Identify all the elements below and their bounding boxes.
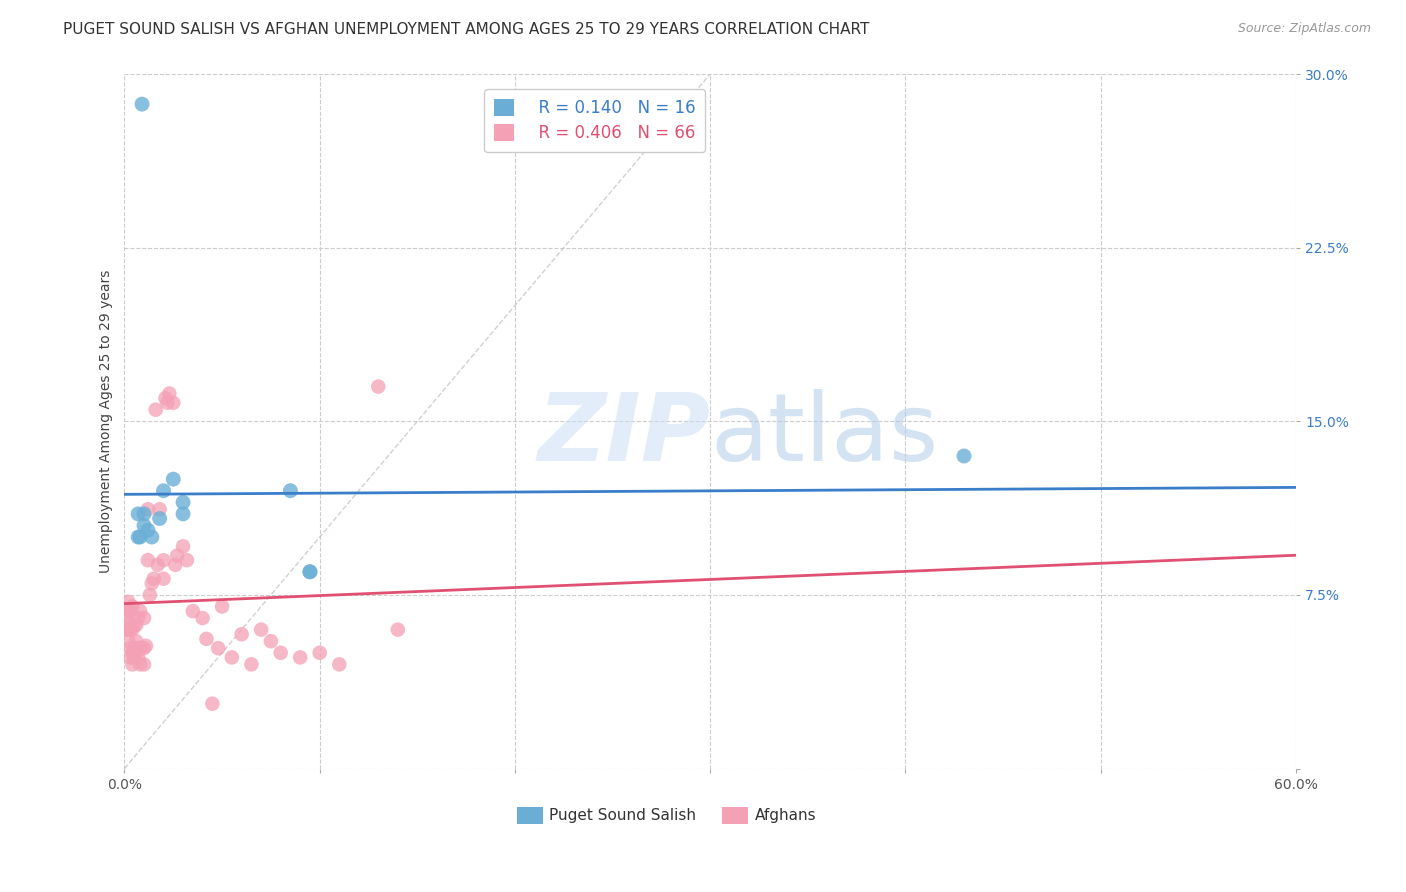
Point — [149, 502, 172, 516]
Point — [166, 549, 188, 563]
Point — [157, 386, 180, 401]
Point — [135, 639, 157, 653]
Point — [129, 641, 152, 656]
Point — [270, 646, 292, 660]
Point — [308, 646, 330, 660]
Point — [117, 604, 139, 618]
Point — [139, 588, 162, 602]
Point — [152, 553, 174, 567]
Point — [250, 623, 273, 637]
Point — [129, 657, 152, 672]
Point — [172, 539, 194, 553]
Point — [136, 553, 159, 567]
Point — [260, 634, 283, 648]
Point — [141, 576, 163, 591]
Point — [191, 611, 214, 625]
Point — [122, 641, 145, 656]
Point — [120, 641, 142, 656]
Point — [162, 472, 184, 486]
Point — [132, 518, 155, 533]
Point — [142, 572, 165, 586]
Point — [121, 657, 143, 672]
Point — [132, 611, 155, 625]
Point — [145, 402, 167, 417]
Point — [176, 553, 198, 567]
Point — [221, 650, 243, 665]
Point — [120, 650, 142, 665]
Point — [120, 604, 142, 618]
Point — [115, 618, 138, 632]
Point — [152, 572, 174, 586]
Y-axis label: Unemployment Among Ages 25 to 29 years: Unemployment Among Ages 25 to 29 years — [100, 269, 114, 573]
Point — [136, 502, 159, 516]
Point — [132, 657, 155, 672]
Point — [211, 599, 233, 614]
Point — [207, 641, 229, 656]
Point — [132, 641, 155, 656]
Legend:   R = 0.140   N = 16,   R = 0.406   N = 66: R = 0.140 N = 16, R = 0.406 N = 66 — [484, 89, 706, 153]
Text: atlas: atlas — [710, 389, 938, 481]
Point — [149, 511, 172, 525]
Point — [146, 558, 169, 572]
Point — [201, 697, 224, 711]
Point — [181, 604, 204, 618]
Point — [131, 97, 153, 112]
FancyBboxPatch shape — [517, 806, 543, 824]
Point — [298, 565, 321, 579]
Point — [127, 641, 149, 656]
Point — [121, 599, 143, 614]
Point — [172, 495, 194, 509]
Point — [127, 530, 149, 544]
Point — [141, 530, 163, 544]
Point — [165, 558, 187, 572]
Point — [121, 646, 143, 660]
Point — [127, 611, 149, 625]
Point — [125, 634, 148, 648]
Point — [129, 530, 152, 544]
Point — [231, 627, 253, 641]
Point — [125, 646, 148, 660]
Point — [125, 618, 148, 632]
Text: Afghans: Afghans — [755, 808, 817, 823]
Point — [117, 595, 139, 609]
FancyBboxPatch shape — [721, 806, 748, 824]
Point — [298, 565, 321, 579]
Point — [195, 632, 218, 646]
Point — [367, 379, 389, 393]
Point — [953, 449, 976, 463]
Point — [117, 634, 139, 648]
Point — [387, 623, 409, 637]
Point — [115, 623, 138, 637]
Point — [127, 507, 149, 521]
Point — [240, 657, 263, 672]
Point — [120, 623, 142, 637]
Point — [115, 611, 138, 625]
Point — [127, 650, 149, 665]
Point — [122, 650, 145, 665]
Text: PUGET SOUND SALISH VS AFGHAN UNEMPLOYMENT AMONG AGES 25 TO 29 YEARS CORRELATION : PUGET SOUND SALISH VS AFGHAN UNEMPLOYMEN… — [63, 22, 870, 37]
Point — [290, 650, 312, 665]
Point — [117, 623, 139, 637]
Point — [121, 623, 143, 637]
Point — [136, 523, 159, 537]
Point — [129, 604, 152, 618]
Point — [280, 483, 302, 498]
Point — [162, 396, 184, 410]
Point — [152, 483, 174, 498]
Point — [132, 507, 155, 521]
Text: Source: ZipAtlas.com: Source: ZipAtlas.com — [1237, 22, 1371, 36]
Point — [155, 391, 177, 405]
Text: Puget Sound Salish: Puget Sound Salish — [548, 808, 696, 823]
Point — [328, 657, 350, 672]
Point — [172, 507, 194, 521]
Point — [122, 618, 145, 632]
Text: ZIP: ZIP — [537, 389, 710, 481]
Point — [156, 396, 179, 410]
